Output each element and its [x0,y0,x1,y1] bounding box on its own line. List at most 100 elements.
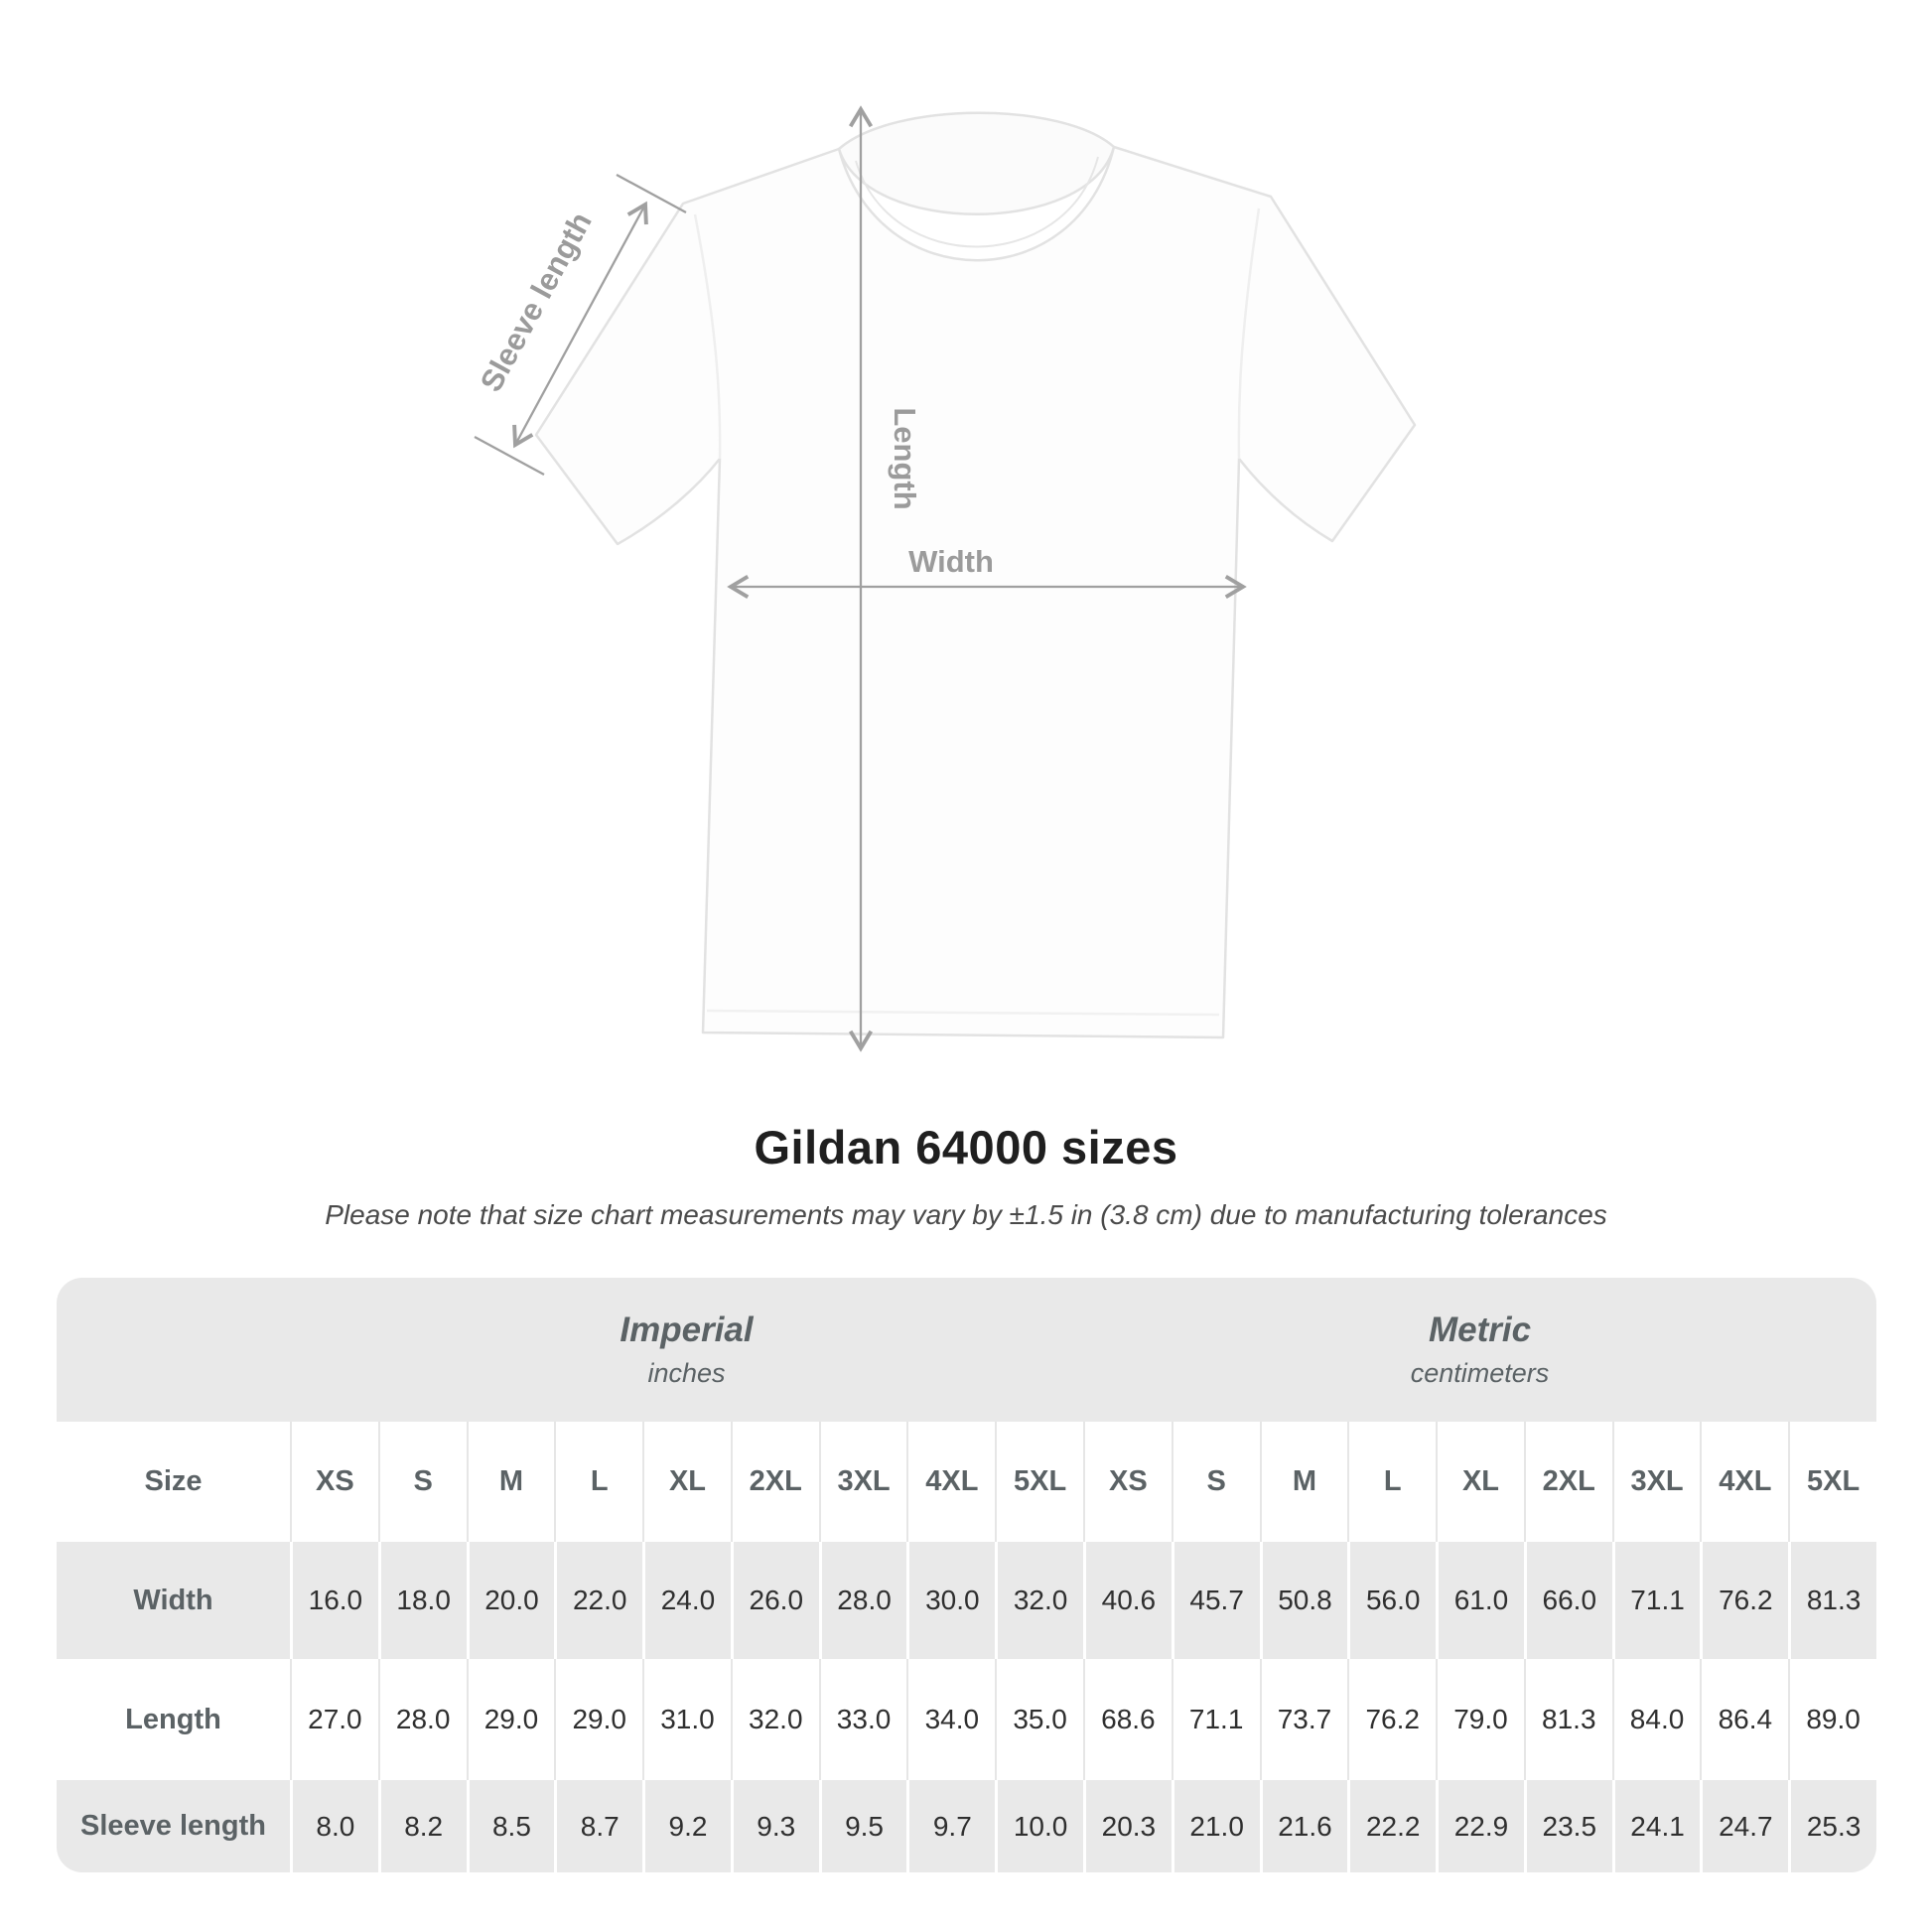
measurement-cell: 22.9 [1436,1780,1524,1872]
length-row: Length 27.0 28.0 29.0 29.0 31.0 32.0 33.0 34.0 3… [57,1659,1876,1780]
size-col-header: 5XL [995,1422,1083,1542]
metric-unit-label: centimeters [1410,1358,1550,1388]
measurement-cell: 24.1 [1611,1780,1701,1872]
measurement-cell: 40.6 [1083,1542,1172,1659]
width-row-label: Width [133,1584,213,1616]
width-row: Width 16.0 18.0 20.0 22.0 24.0 26.0 28.0 30.0 32… [57,1542,1876,1659]
measurement-cell: 27.0 [290,1659,378,1780]
unit-header-spacer [57,1278,290,1422]
measurement-cell: 9.3 [730,1780,819,1872]
size-col-header: 4XL [1700,1422,1788,1542]
size-col-header: M [1259,1422,1348,1542]
size-col-header: 2XL [730,1422,819,1542]
tshirt-size-diagram: Sleeve length Length Width [474,105,1417,1052]
unit-header-row: Imperial inches Metric centimeters [57,1278,1876,1422]
imperial-unit-label: inches [647,1358,726,1388]
measurement-cell: 20.3 [1083,1780,1172,1872]
measurement-cell: 29.0 [466,1659,555,1780]
measurement-cell: 8.0 [290,1780,378,1872]
measurement-cell: 81.3 [1523,1659,1612,1780]
measurement-cell: 8.5 [466,1780,555,1872]
page-title: Gildan 64000 sizes [754,1121,1178,1173]
size-col-header: 3XL [818,1422,907,1542]
size-header-row: Size XS S M L XL 2XL 3XL 4XL 5XL XS S M L XL 2XL 3XL 4XL… [57,1422,1876,1542]
measurement-cell: 79.0 [1436,1659,1524,1780]
size-col-header: L [1347,1422,1436,1542]
metric-label: Metric [1428,1311,1532,1349]
measurement-cell: 33.0 [818,1659,907,1780]
measurement-cell: 28.0 [377,1659,467,1780]
measurement-cell: 76.2 [1700,1542,1788,1659]
measurement-cell: 20.0 [466,1542,555,1659]
measurement-cell: 35.0 [995,1659,1083,1780]
size-col-header: XL [642,1422,731,1542]
imperial-label: Imperial [620,1311,754,1349]
measurement-cell: 8.7 [554,1780,642,1872]
measurement-cell: 50.8 [1259,1542,1348,1659]
measurement-cell: 71.1 [1171,1659,1260,1780]
size-col-header: L [554,1422,642,1542]
measurement-cell: 21.6 [1259,1780,1348,1872]
measurement-cell: 68.6 [1083,1659,1172,1780]
size-col-header: XS [1083,1422,1172,1542]
measurement-cell: 22.2 [1347,1780,1436,1872]
metric-header: Metric centimeters [1083,1278,1876,1422]
measurement-cell: 32.0 [995,1542,1083,1659]
left-sleeve-seam [693,213,722,460]
imperial-header: Imperial inches [290,1278,1083,1422]
measurement-cell: 31.0 [642,1659,731,1780]
size-col-header: S [1171,1422,1260,1542]
size-col-header: XS [290,1422,378,1542]
length-label: Length [888,407,922,509]
sleeve-length-row: Sleeve length 8.0 8.2 8.5 8.7 9.2 9.3 9.5 9.7 10… [57,1780,1876,1872]
size-col-header: 2XL [1523,1422,1612,1542]
measurement-cell: 24.7 [1700,1780,1788,1872]
measurement-cell: 16.0 [290,1542,378,1659]
tshirt-body [534,145,1417,1039]
measurement-cell: 66.0 [1523,1542,1612,1659]
measurement-cell: 56.0 [1347,1542,1436,1659]
size-col-header: 3XL [1611,1422,1701,1542]
measurement-cell: 29.0 [554,1659,642,1780]
tolerance-note: Please note that size chart measurements… [325,1199,1607,1230]
measurement-cell: 30.0 [906,1542,995,1659]
measurement-cell: 61.0 [1436,1542,1524,1659]
sleeve-arrow-tick-top [616,173,687,214]
measurement-cell: 9.7 [906,1780,995,1872]
measurement-cell: 73.7 [1259,1659,1348,1780]
measurement-cell: 28.0 [818,1542,907,1659]
right-sleeve-seam [1237,207,1261,460]
measurement-cell: 23.5 [1523,1780,1612,1872]
sleeve-length-row-label: Sleeve length [80,1810,266,1842]
measurement-cell: 76.2 [1347,1659,1436,1780]
tshirt-collar [837,111,1116,215]
size-col-header: 4XL [906,1422,995,1542]
measurement-cell: 9.2 [642,1780,731,1872]
measurement-cell: 86.4 [1700,1659,1788,1780]
measurement-cell: 32.0 [730,1659,819,1780]
size-col-header: 5XL [1788,1422,1876,1542]
measurement-cell: 71.1 [1611,1542,1701,1659]
measurement-cell: 26.0 [730,1542,819,1659]
measurement-cell: 22.0 [554,1542,642,1659]
size-table: Imperial inches Metric centimeters Size … [57,1278,1876,1872]
length-row-label: Length [125,1703,221,1735]
measurement-cell: 25.3 [1788,1780,1876,1872]
measurement-cell: 9.5 [818,1780,907,1872]
measurement-cell: 45.7 [1171,1542,1260,1659]
size-col-header: XL [1436,1422,1524,1542]
collar-stitch [855,156,1099,248]
measurement-cell: 8.2 [377,1780,467,1872]
measurement-cell: 81.3 [1788,1542,1876,1659]
measurement-cell: 10.0 [995,1780,1083,1872]
size-col-header: S [377,1422,467,1542]
sleeve-length-arrow [512,201,648,449]
measurement-cell: 18.0 [377,1542,467,1659]
measurement-cell: 21.0 [1171,1780,1260,1872]
size-col-header: M [466,1422,555,1542]
measurement-cell: 89.0 [1788,1659,1876,1780]
hem-stitch [706,1009,1220,1017]
measurement-cell: 24.0 [642,1542,731,1659]
measurement-cell: 84.0 [1611,1659,1701,1780]
